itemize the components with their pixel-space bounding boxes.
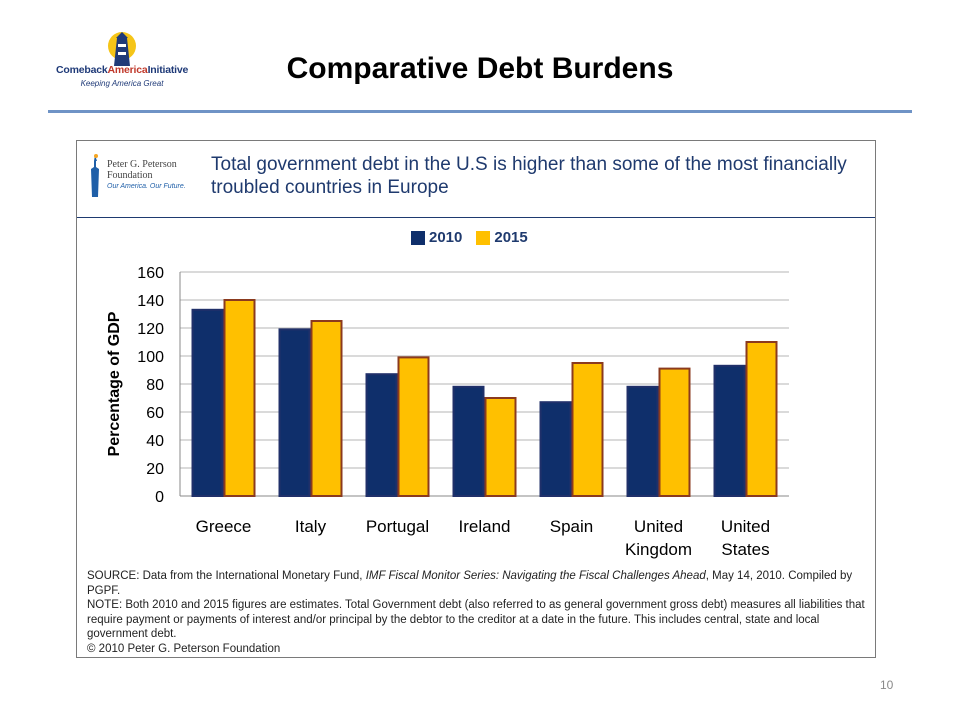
- statue-of-liberty-icon: [91, 154, 99, 197]
- x-tick-label: Portugal: [366, 517, 429, 536]
- bar-2015: [223, 299, 256, 497]
- chart-notes: SOURCE: Data from the International Mone…: [87, 569, 867, 656]
- y-tick-label: 0: [155, 489, 164, 506]
- pgpf-logo: Peter G. Peterson Foundation Our America.…: [85, 149, 197, 205]
- y-tick-label: 100: [137, 349, 164, 366]
- pgpf-tagline: Our America. Our Future.: [107, 183, 186, 190]
- legend-swatch-2015: [476, 230, 491, 245]
- chart-title: Total government debt in the U.S is high…: [211, 154, 847, 198]
- legend-item-2010: 2010: [411, 229, 462, 246]
- chart-legend: 2010 2015: [411, 229, 528, 246]
- pgpf-name: Peter G. Peterson Foundation: [107, 159, 177, 181]
- chart-panel: Peter G. Peterson Foundation Our America.…: [76, 140, 876, 658]
- bar-2015: [397, 356, 430, 498]
- bar-2010: [539, 401, 572, 497]
- legend-label-2015: 2015: [494, 229, 528, 246]
- bar-2010: [626, 385, 659, 497]
- y-tick-label: 120: [137, 321, 164, 338]
- y-tick-label: 140: [137, 293, 164, 310]
- x-tick-label: United States: [721, 517, 770, 559]
- x-tick-label: Spain: [550, 517, 593, 536]
- bar-2015: [484, 397, 517, 497]
- x-tick-label: Italy: [295, 517, 327, 536]
- chart-header: Peter G. Peterson Foundation Our America.…: [77, 141, 875, 218]
- bar-2010: [365, 373, 398, 497]
- page-number: 10: [880, 678, 894, 692]
- legend-swatch-2010: [411, 230, 425, 245]
- source-note: SOURCE: Data from the International Mone…: [87, 570, 853, 597]
- title-divider: [48, 110, 912, 113]
- x-tick-label: Ireland: [459, 517, 511, 536]
- y-tick-label: 60: [146, 405, 164, 422]
- legend-label-2010: 2010: [429, 229, 463, 246]
- x-tick-label: United Kingdom: [625, 517, 692, 559]
- bar-2010: [191, 308, 224, 497]
- y-tick-label: 80: [146, 377, 164, 394]
- y-tick-label: 20: [146, 461, 164, 478]
- logo-tagline: Keeping America Great: [80, 79, 164, 88]
- comeback-america-logo: ComebackAmericaInitiative Keeping Americ…: [56, 30, 188, 102]
- bar-2015: [745, 341, 778, 497]
- y-axis-title: Percentage of GDP: [106, 311, 123, 456]
- lighthouse-icon: [108, 32, 136, 66]
- bar-2015: [658, 367, 691, 497]
- y-tick-label: 40: [146, 433, 164, 450]
- bar-2015: [310, 320, 343, 497]
- x-tick-label: Greece: [196, 517, 252, 536]
- methodology-note: NOTE: Both 2010 and 2015 figures are est…: [87, 599, 865, 640]
- bar-chart: 0 20 40 60 80 100 120 140 160 Percentage of GDP Gr…: [106, 265, 789, 559]
- bar-2015: [571, 362, 604, 497]
- bar-2010: [452, 385, 485, 497]
- copyright-note: © 2010 Peter G. Peterson Foundation: [87, 642, 281, 655]
- y-tick-label: 160: [137, 265, 164, 282]
- legend-item-2015: 2015: [476, 229, 528, 246]
- slide-title: Comparative Debt Burdens: [286, 52, 674, 85]
- logo-name: ComebackAmericaInitiative: [56, 64, 189, 76]
- bar-2010: [278, 328, 311, 498]
- bar-2010: [713, 364, 746, 497]
